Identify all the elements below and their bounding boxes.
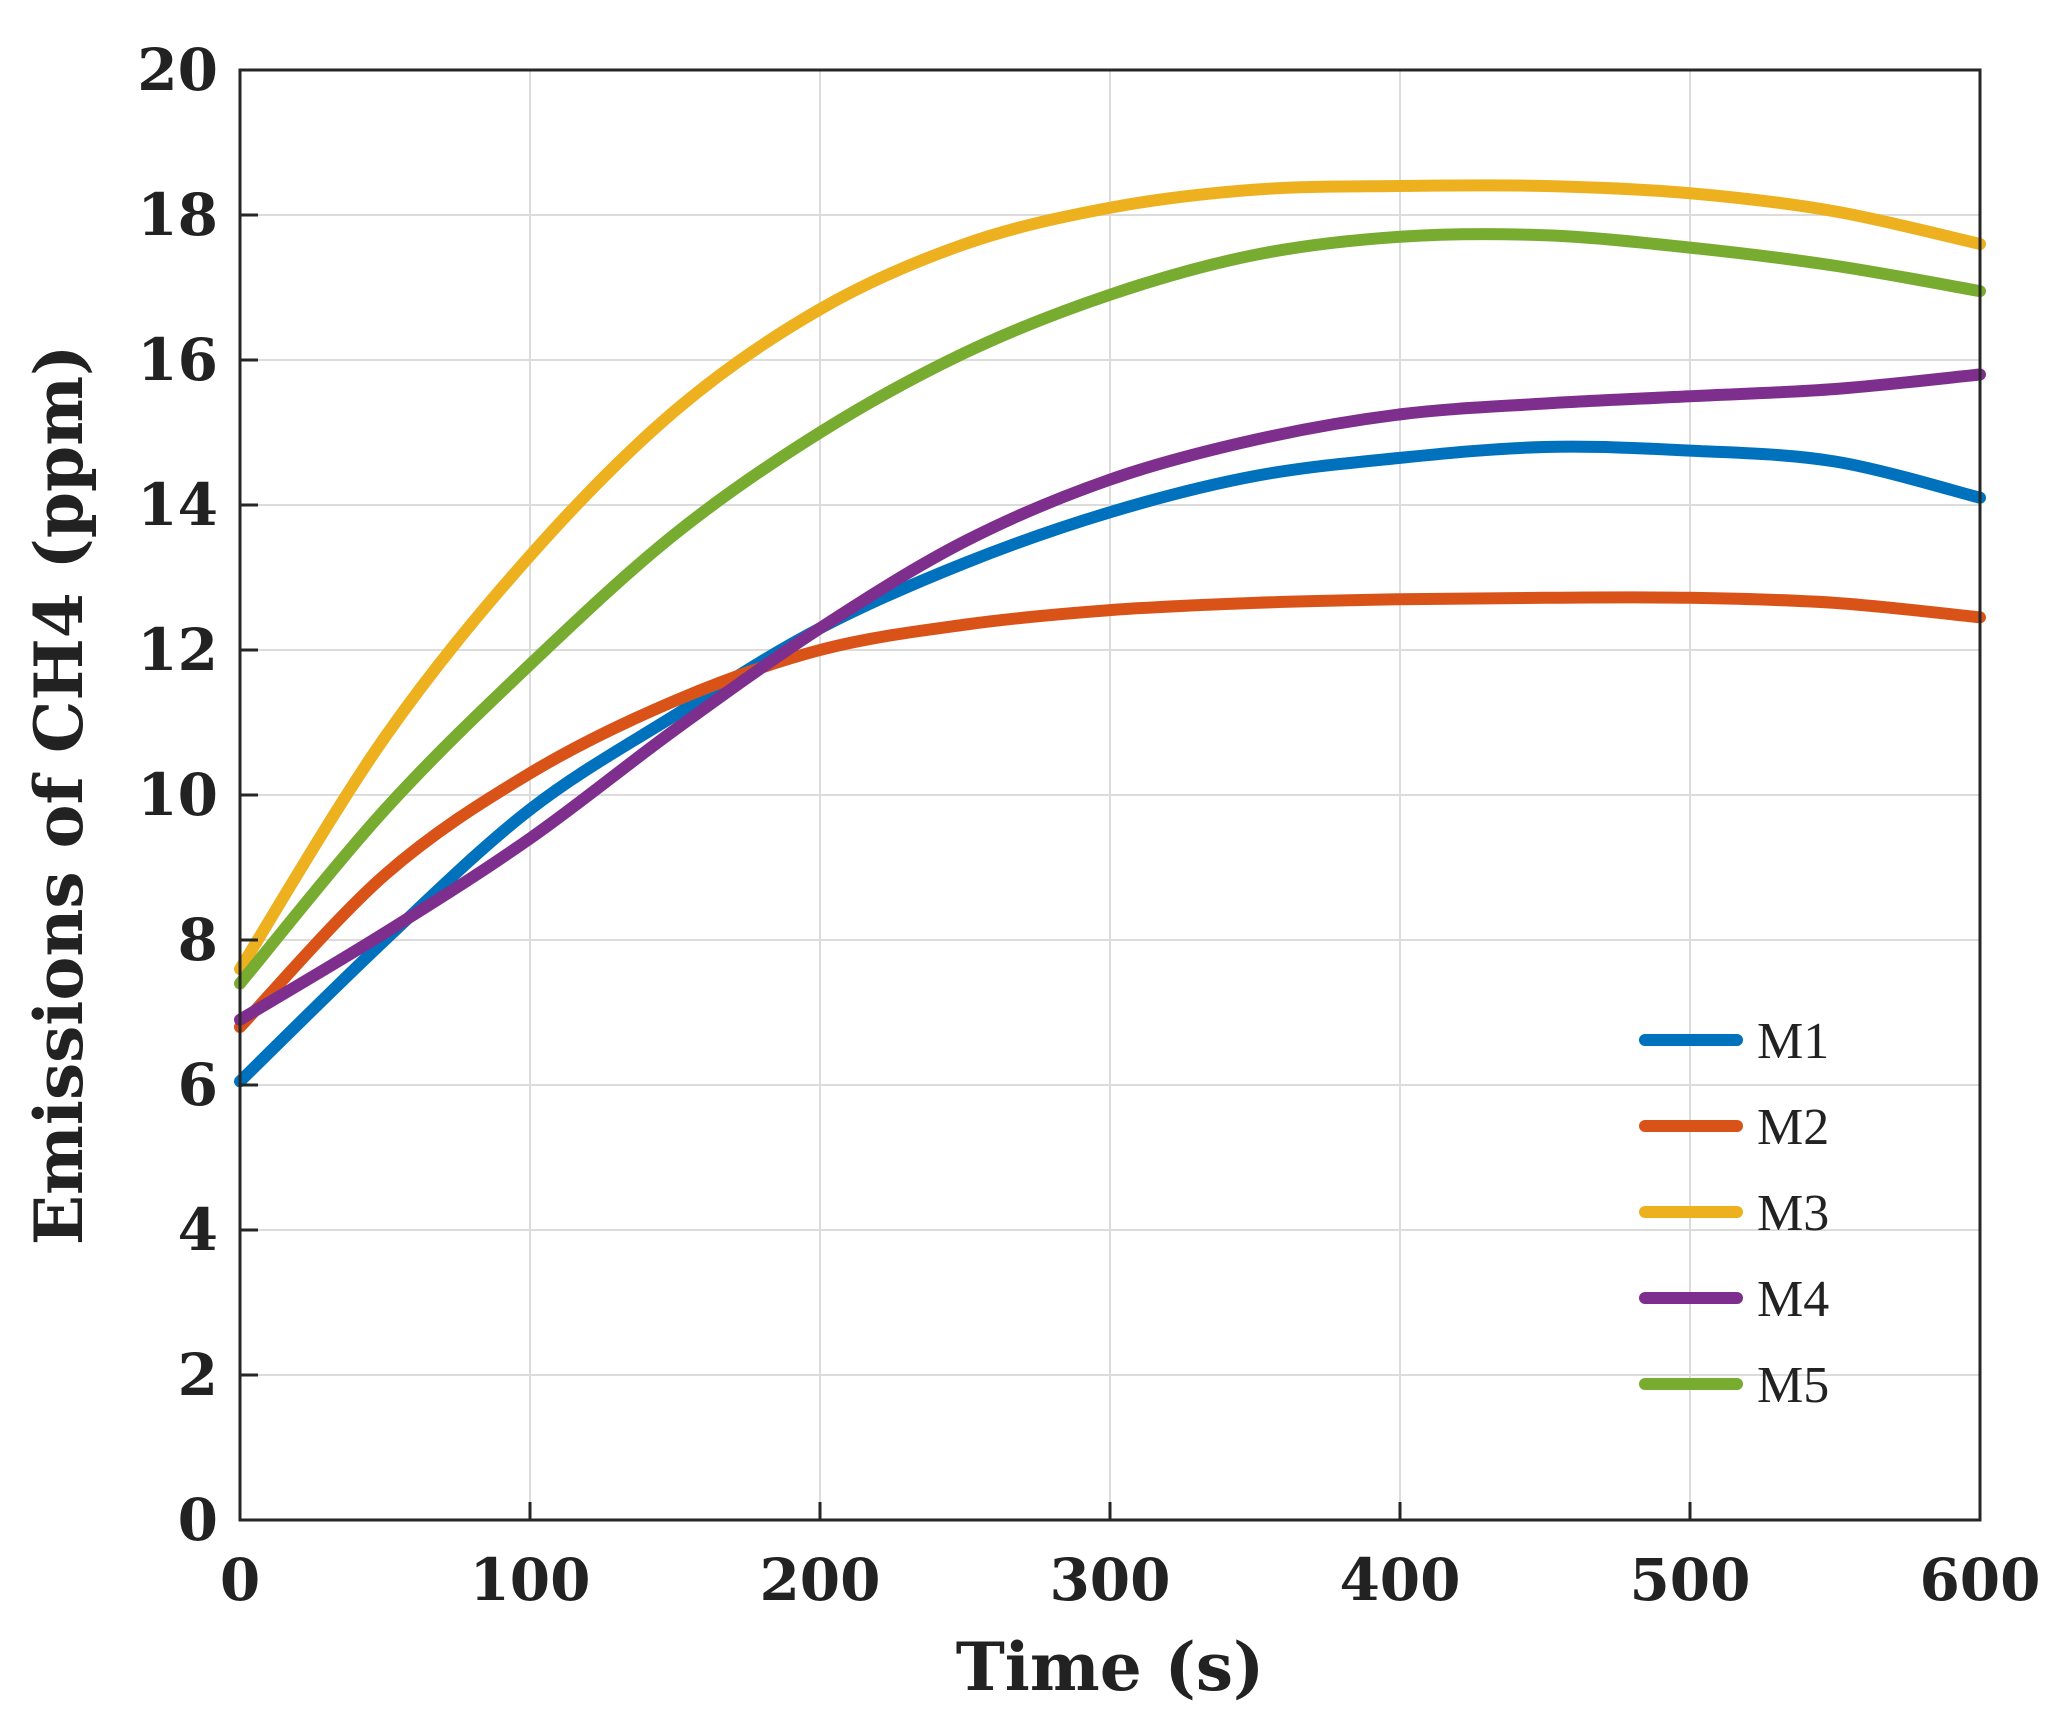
x-axis-label: Time (s) bbox=[956, 1628, 1265, 1706]
y-tick-label: 12 bbox=[137, 616, 218, 684]
y-tick-label: 14 bbox=[137, 471, 218, 539]
y-tick-label: 4 bbox=[178, 1196, 218, 1264]
x-axis-ticks: 0 100 200 300 400 500 600 bbox=[220, 1502, 2041, 1614]
y-tick-label: 18 bbox=[137, 181, 218, 249]
y-tick-label: 8 bbox=[178, 906, 218, 974]
series-line-m5 bbox=[234, 228, 1986, 990]
x-tick-label: 100 bbox=[469, 1546, 590, 1614]
series-line-m2 bbox=[234, 591, 1986, 1033]
y-axis-label: Emissions of CH4 (ppm) bbox=[20, 345, 98, 1246]
x-tick-label: 0 bbox=[220, 1546, 260, 1614]
legend-label-m3: M3 bbox=[1757, 1185, 1829, 1242]
series-line-m4 bbox=[234, 368, 1986, 1026]
x-tick-label: 300 bbox=[1049, 1546, 1170, 1614]
x-tick-label: 400 bbox=[1339, 1546, 1460, 1614]
series-line-m3 bbox=[234, 179, 1986, 975]
y-tick-label: 2 bbox=[178, 1341, 218, 1409]
y-tick-label: 0 bbox=[178, 1486, 218, 1554]
x-tick-label: 600 bbox=[1919, 1546, 2040, 1614]
plot-series bbox=[234, 179, 1986, 1088]
legend-label-m2: M2 bbox=[1757, 1099, 1829, 1156]
y-tick-label: 6 bbox=[178, 1051, 218, 1119]
y-tick-label: 10 bbox=[137, 761, 218, 829]
x-tick-label: 200 bbox=[759, 1546, 880, 1614]
y-tick-label: 16 bbox=[137, 326, 218, 394]
y-tick-label: 20 bbox=[137, 36, 218, 104]
legend-label-m4: M4 bbox=[1757, 1271, 1829, 1328]
legend: M1 M2 M3 M4 M5 bbox=[1639, 1013, 1829, 1414]
x-tick-label: 500 bbox=[1629, 1546, 1750, 1614]
legend-label-m5: M5 bbox=[1757, 1357, 1829, 1414]
series-line-m1 bbox=[234, 440, 1986, 1088]
y-axis-ticks: 0 2 4 6 8 10 12 14 16 18 20 bbox=[137, 36, 258, 1554]
legend-label-m1: M1 bbox=[1757, 1013, 1829, 1070]
